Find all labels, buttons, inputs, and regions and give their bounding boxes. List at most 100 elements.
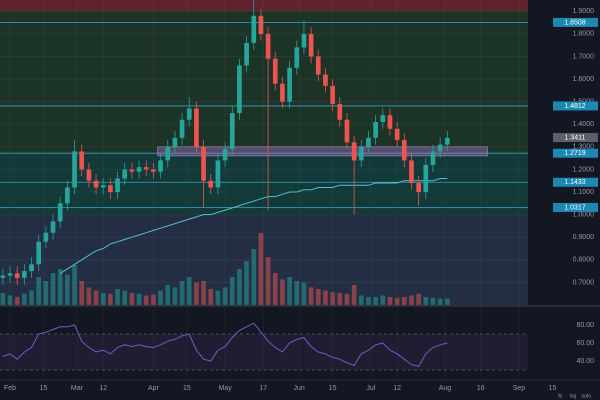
candle-body (423, 164, 429, 193)
volume-bar (79, 281, 85, 305)
candle-body (394, 128, 400, 141)
candle-body (122, 169, 128, 179)
y-tick-label: 1.2000 (573, 166, 595, 173)
volume-bar (222, 287, 228, 305)
volume-bar (394, 297, 400, 305)
candle-body (229, 112, 235, 150)
rsi-tick-label: 40.00 (576, 358, 594, 365)
volume-bar (165, 285, 171, 305)
y-tick-label: 0.9000 (573, 234, 595, 241)
volume-bar (380, 295, 386, 305)
candle-body (43, 232, 49, 242)
rsi-band (0, 334, 528, 370)
volume-bar (86, 287, 92, 305)
y-tick-label: 1.7000 (573, 53, 595, 60)
candle-body (50, 221, 56, 233)
volume-bar (294, 281, 300, 305)
axis-button[interactable]: log (570, 393, 577, 399)
moving-average (59, 178, 448, 274)
candle-body (251, 15, 257, 43)
volume-bar (366, 297, 371, 305)
volume-bar (0, 293, 6, 305)
price-label: 1.3411 (565, 134, 586, 141)
rsi-tick-label: 80.00 (576, 322, 594, 329)
volume-bar (72, 265, 77, 305)
volume-bar (208, 289, 214, 305)
candle-body (444, 137, 450, 145)
x-tick-label: 15 (329, 385, 337, 392)
volume-bar (244, 261, 249, 305)
candle-body (344, 119, 350, 143)
volume-bar (151, 294, 156, 305)
volume-bar (229, 277, 235, 305)
level-label: 1.0317 (564, 204, 586, 211)
candle-body (373, 122, 378, 138)
candle-body (165, 146, 171, 161)
candle-body (358, 146, 364, 161)
volume-bar (172, 287, 178, 305)
volume-bar (401, 297, 407, 305)
axis-button[interactable]: % (558, 393, 563, 399)
candle-body (115, 178, 120, 193)
volume-bar (215, 290, 221, 305)
volume-bar (50, 273, 56, 305)
x-tick-label: 16 (477, 385, 485, 392)
volume-bar (323, 290, 328, 305)
volume-bar (43, 281, 49, 305)
candle-body (129, 169, 135, 172)
candle-body (323, 74, 328, 86)
candle-body (201, 146, 206, 181)
candle-body (409, 160, 414, 183)
y-tick-label: 1.6000 (573, 76, 595, 83)
volume-bar (129, 293, 135, 305)
candle-body (294, 47, 300, 68)
candle-body (7, 273, 13, 276)
volume-bar (437, 298, 443, 305)
x-tick-label: Jun (293, 385, 304, 392)
volume-bar (423, 297, 429, 305)
volume-bar (36, 277, 42, 305)
rsi-line (2, 322, 448, 367)
candle-body (158, 160, 163, 172)
candle-body (57, 203, 63, 222)
candle-body (308, 33, 314, 57)
y-tick-label: 1.8000 (573, 31, 595, 38)
volume-bar (57, 269, 63, 305)
volume-bar (337, 293, 343, 305)
price-axis (528, 0, 600, 380)
volume-bar (301, 282, 307, 305)
volume-bar (258, 233, 264, 305)
price-band (0, 0, 528, 12)
y-tick-label: 1.0000 (573, 211, 595, 218)
volume-bar (93, 290, 99, 305)
candle-body (143, 167, 149, 170)
volume-bar (444, 298, 450, 305)
x-tick-label: May (218, 385, 232, 392)
axis-button[interactable]: auto (581, 393, 591, 399)
volume-bar (29, 290, 34, 305)
volume-bar (136, 293, 142, 305)
volume-bar (186, 277, 192, 305)
volume-bar (22, 293, 27, 305)
volume-bar (373, 297, 378, 305)
volume-bar (416, 293, 421, 305)
volume-bar (179, 281, 185, 305)
level-tag (553, 17, 598, 27)
candle-body (186, 108, 192, 120)
candle-body (108, 185, 113, 193)
x-tick-label: 12 (99, 385, 107, 392)
level-tag (553, 202, 598, 212)
volume-bar (65, 274, 70, 305)
candle-body (208, 180, 214, 188)
x-tick-label: Apr (148, 385, 160, 392)
volume-bar (308, 287, 314, 305)
candle-body (86, 169, 92, 181)
x-tick-label: 12 (393, 385, 401, 392)
candle-body (194, 108, 199, 147)
level-label: 1.4812 (564, 103, 586, 110)
candle-body (437, 144, 443, 152)
volume-bar (14, 297, 20, 305)
candle-body (151, 169, 156, 172)
volume-bar (251, 249, 257, 305)
